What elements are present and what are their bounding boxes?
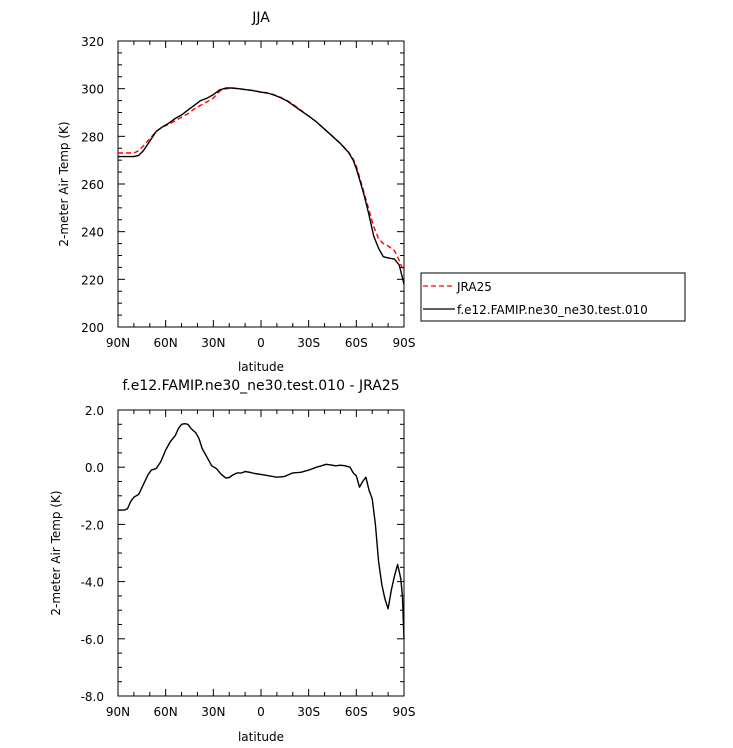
top-x-tick-label: 30S (297, 336, 320, 350)
bottom-y-tick-label: -4.0 (81, 576, 104, 590)
top-x-tick-label: 60S (345, 336, 368, 350)
top-series-group (118, 87, 405, 285)
top-x-tick-label: 30N (201, 336, 225, 350)
bottom-x-tick-label: 60N (154, 705, 178, 719)
top-y-tick-label: 320 (81, 35, 104, 49)
bottom-y-tick-label: -2.0 (81, 518, 104, 532)
top-y-tick-label: 300 (81, 83, 104, 97)
bottom-x-tick-label: 30S (297, 705, 320, 719)
legend-label-model: f.e12.FAMIP.ne30_ne30.test.010 (457, 303, 648, 317)
bottom-y-tick-label: -8.0 (81, 690, 104, 704)
bottom-tick-group: 90N 60N 30N 0 30S 60S 90S -8.0 -6.0 -4.0 -2.0 0.0 2.… (81, 404, 416, 719)
bottom-x-tick-label: 30N (201, 705, 225, 719)
legend-label-jra25: JRA25 (456, 280, 492, 294)
top-y-tick-label: 200 (81, 321, 104, 335)
top-x-axis-label: latitude (238, 360, 284, 374)
top-series-line-0 (118, 87, 405, 273)
top-panel: JJA 90N 60N 30N 0 30S 60S 90S 200 220 240 260 280 30… (57, 10, 415, 374)
top-x-tick-label: 0 (257, 336, 265, 350)
top-y-axis-label: 2-meter Air Temp (K) (57, 121, 71, 246)
top-tick-group: 90N 60N 30N 0 30S 60S 90S 200 220 240 260 280 300 320 (81, 35, 415, 350)
top-y-tick-label: 240 (81, 226, 104, 240)
bottom-x-tick-label: 0 (257, 705, 265, 719)
top-x-tick-label: 60N (154, 336, 178, 350)
top-x-tick-label: 90S (393, 336, 416, 350)
bottom-x-tick-label: 90N (106, 705, 130, 719)
top-series-line-1 (118, 87, 405, 285)
bottom-series-group (118, 423, 405, 639)
top-x-tick-label: 90N (106, 336, 130, 350)
bottom-panel: f.e12.FAMIP.ne30_ne30.test.010 - JRA25 9… (49, 378, 415, 744)
bottom-y-tick-label: 2.0 (85, 404, 104, 418)
bottom-x-tick-label: 60S (345, 705, 368, 719)
top-y-tick-label: 280 (81, 130, 104, 144)
bottom-y-tick-label: -6.0 (81, 633, 104, 647)
top-y-tick-label: 220 (81, 273, 104, 287)
legend: JRA25 f.e12.FAMIP.ne30_ne30.test.010 (420, 272, 686, 322)
top-chart-title: JJA (251, 10, 270, 26)
bottom-series-line-0 (118, 423, 405, 639)
bottom-y-tick-label: 0.0 (85, 461, 104, 475)
bottom-x-tick-label: 90S (393, 705, 416, 719)
top-y-tick-label: 260 (81, 178, 104, 192)
bottom-plot-frame (117, 409, 405, 697)
legend-frame (420, 272, 686, 322)
bottom-chart-title: f.e12.FAMIP.ne30_ne30.test.010 - JRA25 (122, 378, 399, 394)
bottom-y-axis-label: 2-meter Air Temp (K) (49, 490, 63, 615)
bottom-x-axis-label: latitude (238, 730, 284, 744)
